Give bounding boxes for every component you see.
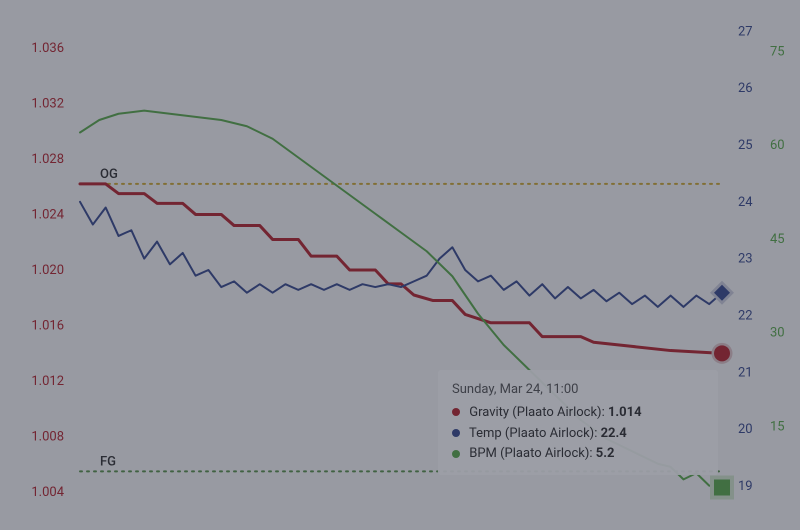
chart-svg: 1.004 1.008 1.012 1.016 1.020 1.024 1.028 1.032… <box>0 0 800 530</box>
svg-text:1.028: 1.028 <box>31 152 64 167</box>
svg-text:FG: FG <box>100 454 116 469</box>
svg-text:60: 60 <box>770 138 785 153</box>
svg-text:1.032: 1.032 <box>31 96 64 111</box>
svg-text:1.004: 1.004 <box>31 485 64 500</box>
fermentation-chart: 1.004 1.008 1.012 1.016 1.020 1.024 1.028 1.032… <box>0 0 800 530</box>
svg-text:21: 21 <box>738 365 753 380</box>
svg-text:1.036: 1.036 <box>31 41 64 56</box>
svg-text:27: 27 <box>738 24 753 39</box>
svg-text:26: 26 <box>738 81 753 96</box>
svg-text:45: 45 <box>770 232 785 247</box>
svg-text:30: 30 <box>770 326 785 341</box>
svg-text:20: 20 <box>738 422 753 437</box>
svg-text:24: 24 <box>738 195 753 210</box>
svg-text:75: 75 <box>770 44 785 59</box>
svg-text:OG: OG <box>100 167 118 182</box>
svg-text:1.024: 1.024 <box>31 207 64 222</box>
svg-text:19: 19 <box>738 479 753 494</box>
svg-text:1.012: 1.012 <box>31 374 64 389</box>
svg-text:1.016: 1.016 <box>31 319 64 334</box>
svg-text:25: 25 <box>738 138 753 153</box>
svg-text:1.020: 1.020 <box>31 263 64 278</box>
svg-text:23: 23 <box>738 252 753 267</box>
svg-text:15: 15 <box>770 419 785 434</box>
svg-text:22: 22 <box>738 308 753 323</box>
svg-text:1.008: 1.008 <box>31 430 64 445</box>
